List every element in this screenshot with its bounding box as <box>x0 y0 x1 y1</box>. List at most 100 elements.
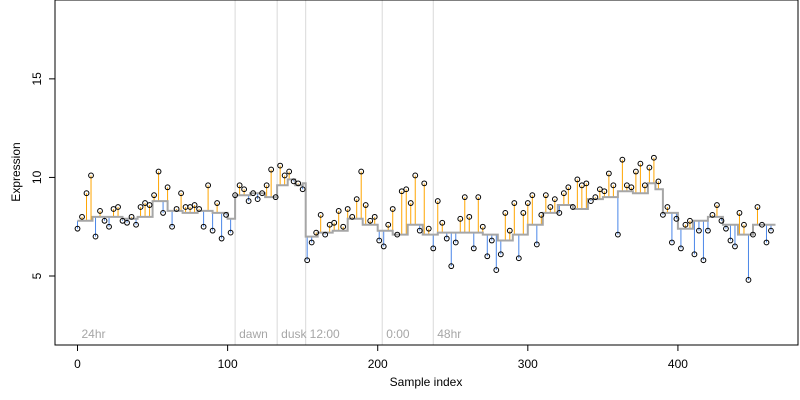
data-point <box>732 243 738 250</box>
data-points <box>74 154 774 283</box>
data-point <box>133 221 139 228</box>
data-point <box>335 208 342 214</box>
segment-label: 24hr <box>82 327 106 341</box>
data-point <box>601 188 608 195</box>
data-point <box>452 239 459 246</box>
data-point <box>115 204 121 210</box>
data-point <box>759 221 765 228</box>
y-tick-label: 15 <box>30 72 44 86</box>
data-point <box>218 235 225 242</box>
data-point <box>511 200 518 206</box>
data-point <box>191 202 198 208</box>
data-point <box>750 231 756 238</box>
data-point <box>200 223 207 230</box>
data-point <box>714 202 720 208</box>
data-point <box>263 182 270 189</box>
data-point <box>515 255 522 262</box>
data-point <box>669 239 675 246</box>
data-point <box>223 211 230 218</box>
data-point <box>520 210 527 216</box>
fit-line <box>77 178 776 242</box>
data-point <box>173 206 180 212</box>
data-point <box>475 194 482 201</box>
data-point <box>376 237 383 244</box>
data-point <box>151 192 157 199</box>
data-point <box>317 211 324 218</box>
data-point <box>295 180 302 187</box>
data-point <box>768 227 774 234</box>
data-point <box>425 225 432 232</box>
data-point <box>614 231 621 238</box>
segment-label: 12:00 <box>310 327 340 341</box>
data-point <box>358 168 365 175</box>
data-point <box>727 237 734 244</box>
segment-label: dusk <box>281 327 307 341</box>
y-axis: 5 10 15 <box>30 72 55 279</box>
y-tick-label: 5 <box>30 272 44 279</box>
data-point <box>448 263 455 270</box>
data-point <box>506 227 513 234</box>
data-point <box>628 184 635 191</box>
data-point <box>763 239 770 246</box>
data-point <box>403 186 410 193</box>
data-point <box>538 211 545 218</box>
data-point <box>524 200 531 206</box>
segment-label: 48hr <box>437 327 461 341</box>
data-point <box>407 200 414 206</box>
data-point <box>705 227 711 234</box>
data-point <box>700 257 707 264</box>
data-point <box>385 221 392 228</box>
data-point <box>430 245 437 252</box>
data-point <box>632 168 639 175</box>
data-point <box>106 223 112 230</box>
data-point <box>696 227 702 234</box>
x-axis-title: Sample index <box>390 375 463 389</box>
x-tick-label: 200 <box>368 357 388 371</box>
y-axis-title: Expression <box>9 142 23 201</box>
data-point <box>313 229 320 236</box>
data-point <box>583 180 590 187</box>
data-point <box>488 237 495 244</box>
data-point <box>340 223 347 230</box>
data-point <box>128 213 135 220</box>
x-tick-label: 300 <box>518 357 538 371</box>
data-point <box>484 253 491 260</box>
residual-stems <box>77 157 772 280</box>
x-tick-label: 0 <box>74 357 81 371</box>
data-point <box>502 210 509 216</box>
data-point <box>660 211 666 218</box>
data-point <box>687 217 693 224</box>
data-point <box>331 219 338 226</box>
data-point <box>349 213 356 220</box>
data-point <box>74 225 81 232</box>
data-point <box>178 190 184 197</box>
data-point <box>569 204 576 210</box>
data-point <box>533 241 540 248</box>
data-point <box>304 257 311 264</box>
data-point <box>542 192 549 199</box>
segment-labels: 24hr dawn dusk 12:00 0:00 48hr <box>82 327 462 341</box>
data-point <box>79 213 85 220</box>
data-point <box>745 277 752 283</box>
data-point <box>439 219 446 226</box>
data-point <box>655 178 662 185</box>
data-point <box>124 219 130 226</box>
y-tick-label: 10 <box>30 170 44 184</box>
data-point <box>268 166 275 173</box>
data-point <box>232 192 239 199</box>
data-point <box>497 251 504 258</box>
data-point <box>610 182 617 189</box>
data-point <box>479 223 486 230</box>
data-point <box>277 162 284 169</box>
data-point <box>605 170 612 177</box>
data-point <box>646 164 653 171</box>
data-point <box>412 172 419 179</box>
data-point <box>160 210 166 216</box>
data-point <box>470 245 477 252</box>
data-point <box>353 196 360 203</box>
data-point <box>592 194 599 201</box>
data-point <box>205 182 212 189</box>
data-point <box>371 213 378 220</box>
data-point <box>236 182 243 189</box>
